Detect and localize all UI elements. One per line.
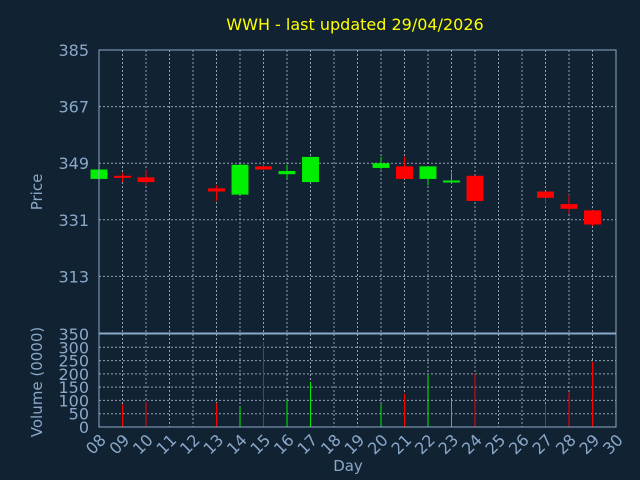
candle-body [278,171,296,175]
price-panel-frame [98,49,617,334]
price-tick-label: 367 [58,98,89,117]
candle-body [537,191,554,198]
volume-panel-frame [98,333,617,428]
candle-body [302,156,319,183]
candle-body [466,175,484,201]
marks-layer [90,156,601,427]
candle-body [114,175,131,178]
candle-body [396,166,413,179]
volume-tick-label: 150 [58,378,89,397]
volume-tick-label: 200 [58,365,89,384]
price-axis-label: Price [28,174,46,211]
chart-title: WWH - last updated 29/04/2026 [226,15,483,34]
grid-layer [98,49,617,428]
volume-tick-label: 300 [58,338,89,357]
candle-body [584,210,601,225]
volume-tick-label: 0 [79,418,89,437]
volume-tick-label: 100 [58,391,89,410]
candle-body [560,204,578,209]
candle-body [443,180,460,183]
price-tick-label: 349 [58,154,89,173]
volume-tick-label: 50 [69,405,89,424]
candle-body [231,164,249,195]
price-tick-label: 331 [58,211,89,230]
price-tick-label: 385 [58,41,89,60]
volume-tick-label: 250 [58,352,89,371]
price-tick-label: 313 [58,267,89,286]
candle-body [255,166,272,170]
x-axis-label: Day [333,457,363,475]
candle-body [137,177,155,183]
volume-tick-label: 350 [58,325,89,344]
candle-body [419,166,437,179]
candle-body [208,188,225,192]
axes-layer: 3853673493313133503002502001501005000809… [58,41,626,458]
x-tick-label: 30 [599,430,627,458]
candle-body [372,163,390,168]
volume-axis-label: Volume (0000) [28,327,46,437]
